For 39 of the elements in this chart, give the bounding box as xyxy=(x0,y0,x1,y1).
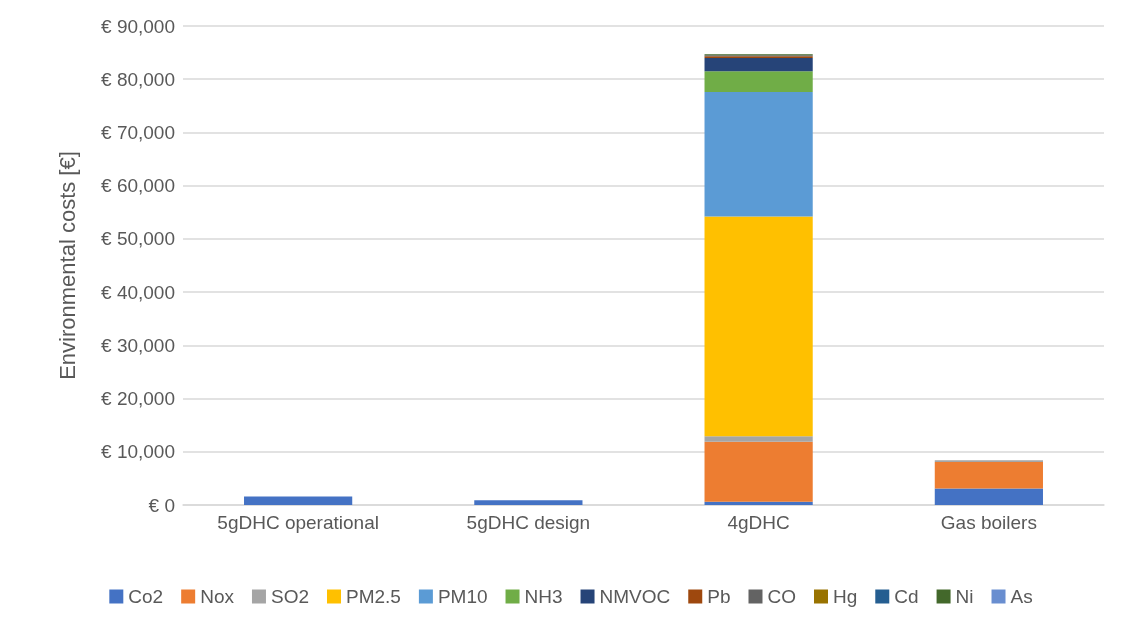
y-tick-label: € 90,000 xyxy=(101,15,175,37)
y-tick-label: € 80,000 xyxy=(101,68,175,90)
legend-label: CO xyxy=(767,586,796,607)
legend-label: Cd xyxy=(894,586,919,607)
y-tick-label: € 60,000 xyxy=(101,175,175,197)
x-tick-label: 5gDHC design xyxy=(466,512,591,533)
bar xyxy=(244,496,353,505)
y-tick-label: € 50,000 xyxy=(101,228,175,250)
bar xyxy=(704,436,813,442)
bar xyxy=(704,501,813,505)
legend-label: PM2.5 xyxy=(345,586,401,607)
legend-label: Pb xyxy=(707,586,731,607)
bar xyxy=(704,57,813,72)
legend-label: As xyxy=(1010,586,1033,607)
y-tick-label: € 40,000 xyxy=(101,281,175,303)
legend-label: Co2 xyxy=(128,586,164,607)
bar xyxy=(934,461,1043,489)
bar xyxy=(704,216,813,437)
legend-label: PM10 xyxy=(437,586,488,607)
bar xyxy=(704,71,813,92)
x-tick-label: Gas boilers xyxy=(940,512,1037,533)
y-tick-label: € 70,000 xyxy=(101,121,175,143)
legend-label: SO2 xyxy=(270,586,309,607)
legend-label: Nox xyxy=(200,586,235,607)
legend-label: Hg xyxy=(832,586,858,607)
x-tick-label: 4gDHC xyxy=(727,512,790,533)
y-tick-label: € 30,000 xyxy=(101,334,175,356)
x-tick-label: 5gDHC operational xyxy=(217,512,379,533)
bar xyxy=(934,488,1043,505)
y-axis-title: Environmental costs [€] xyxy=(54,151,80,380)
y-tick-label: € 0 xyxy=(148,494,175,516)
legend-label: Ni xyxy=(955,586,974,607)
y-tick-label: € 10,000 xyxy=(101,441,175,463)
bar xyxy=(474,500,583,505)
y-tick-label: € 20,000 xyxy=(101,388,175,410)
bar xyxy=(704,441,813,502)
legend-label: NH3 xyxy=(524,586,563,607)
legend-label: NMVOC xyxy=(599,586,671,607)
bar xyxy=(704,92,813,217)
